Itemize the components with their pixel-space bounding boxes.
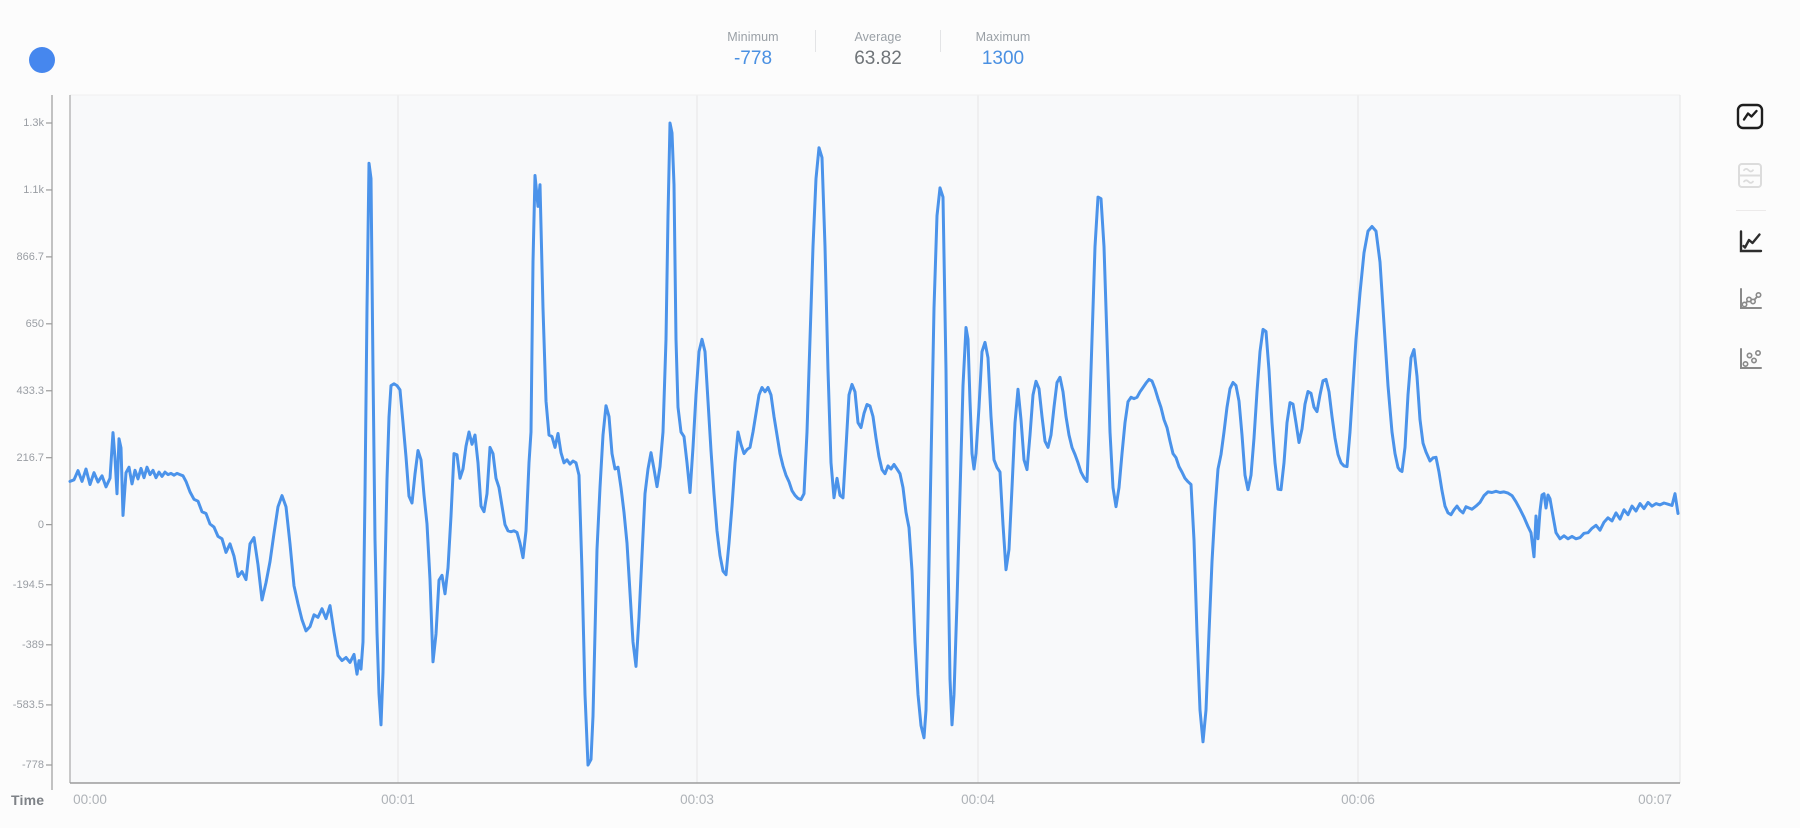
- y-tick-label: 650: [25, 317, 44, 330]
- chart-type-line-points-button[interactable]: [1734, 284, 1766, 316]
- stat-divider: [940, 30, 941, 52]
- stat-minimum-label: Minimum: [727, 30, 779, 44]
- y-tick-label: -389: [21, 638, 44, 651]
- signal-waveform: [68, 121, 1680, 767]
- y-tick-label: 1.1k: [23, 183, 44, 196]
- stat-average-label: Average: [854, 30, 902, 44]
- y-tick-label: 0: [37, 518, 44, 531]
- line-chart-icon: [1734, 226, 1766, 261]
- stat-maximum: Maximum 1300: [941, 29, 1065, 72]
- x-tick-label: 00:01: [381, 792, 415, 807]
- y-tick-label: -583.5: [12, 698, 44, 711]
- view-single-button[interactable]: [1734, 101, 1766, 133]
- stat-divider: [815, 30, 816, 52]
- stat-average: Average 63.82: [816, 29, 940, 72]
- stat-average-value: 63.82: [854, 48, 902, 69]
- scatter-chart-icon: [1734, 343, 1766, 378]
- chart-type-scatter-button[interactable]: [1734, 344, 1766, 376]
- x-tick-label: 00:04: [961, 792, 995, 807]
- y-tick-label: -778: [21, 759, 44, 771]
- y-tick-label: 866.7: [16, 250, 44, 263]
- toolbar-divider: [1736, 210, 1766, 211]
- y-tick-label: -194.5: [12, 578, 44, 591]
- y-tick-label: 216.7: [16, 451, 44, 464]
- x-tick-label: 00:03: [680, 792, 714, 807]
- framed-line-chart-icon: [1734, 100, 1766, 135]
- x-tick-label: 00:07: [1638, 792, 1672, 807]
- stacked-charts-icon: [1734, 159, 1766, 194]
- stats-bar: Minimum -778 Average 63.82 Maximum 1300: [0, 29, 1778, 72]
- stat-maximum-label: Maximum: [975, 30, 1031, 44]
- x-tick-label: 00:00: [73, 792, 107, 807]
- stat-minimum: Minimum -778: [691, 29, 815, 72]
- series-indicator-dot[interactable]: [29, 47, 55, 73]
- stat-minimum-value: -778: [733, 48, 773, 69]
- chart-type-line-button[interactable]: [1734, 227, 1766, 259]
- y-tick-label: 1.3k: [23, 117, 44, 129]
- stat-maximum-value: 1300: [981, 48, 1025, 69]
- line-points-chart-icon: [1734, 283, 1766, 318]
- y-tick-label: 433.3: [16, 384, 44, 397]
- x-tick-label: 00:06: [1341, 792, 1375, 807]
- view-split-button[interactable]: [1734, 160, 1766, 192]
- chart-toolbar: [1700, 0, 1800, 828]
- time-axis-title: Time: [11, 792, 45, 808]
